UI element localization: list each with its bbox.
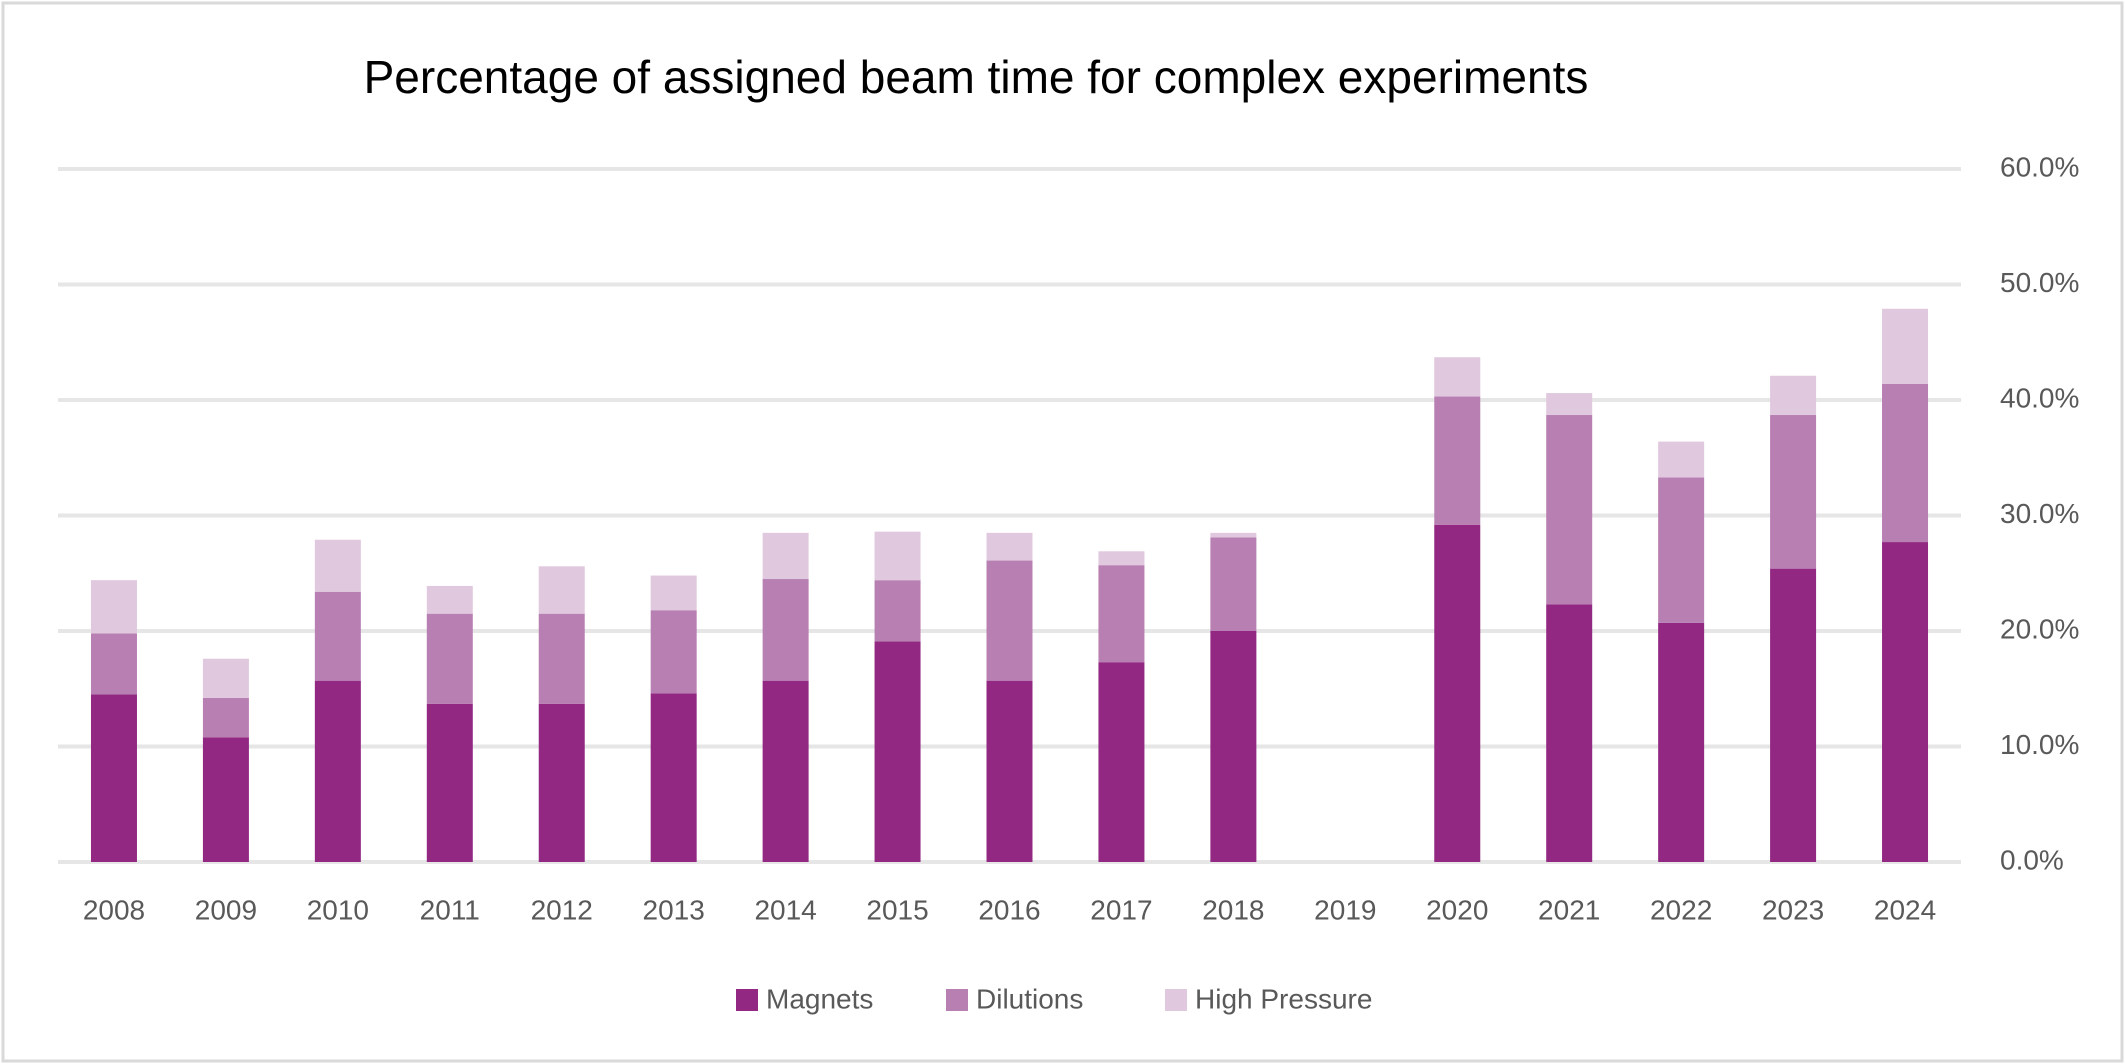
- chart-title: Percentage of assigned beam time for com…: [364, 51, 1589, 103]
- y-tick-label: 60.0%: [2000, 151, 2079, 182]
- x-tick-label: 2009: [195, 894, 257, 925]
- bar-segment: [314, 539, 361, 592]
- bar-segment: [314, 591, 361, 681]
- legend-swatch: [1165, 989, 1187, 1011]
- bar-segment: [90, 694, 137, 862]
- bar-segment: [314, 680, 361, 862]
- bar-segment: [1882, 383, 1929, 543]
- bar-segment: [762, 532, 809, 580]
- bar-segment: [538, 613, 585, 704]
- x-tick-label: 2023: [1762, 894, 1824, 925]
- x-tick-label: 2019: [1314, 894, 1376, 925]
- x-tick-label: 2011: [420, 894, 480, 925]
- y-tick-label: 50.0%: [2000, 267, 2079, 298]
- bar-segment: [538, 566, 585, 614]
- x-tick-label: 2017: [1090, 894, 1152, 925]
- bar-segment: [1770, 375, 1817, 416]
- bar-segment: [1546, 415, 1593, 605]
- legend-swatch: [736, 989, 758, 1011]
- bar-segment: [202, 658, 249, 698]
- bar-segment: [650, 575, 697, 611]
- bar-segment: [1882, 542, 1929, 862]
- x-tick-label: 2022: [1650, 894, 1712, 925]
- bar-segment: [650, 693, 697, 862]
- x-tick-label: 2024: [1874, 894, 1936, 925]
- legend-swatch: [946, 989, 968, 1011]
- y-tick-label: 30.0%: [2000, 498, 2079, 529]
- bar-segment: [538, 703, 585, 862]
- x-tick-label: 2020: [1426, 894, 1488, 925]
- bar-segment: [1658, 622, 1705, 862]
- bar-segment: [202, 697, 249, 738]
- bar-segment: [986, 532, 1033, 561]
- y-tick-label: 40.0%: [2000, 382, 2079, 413]
- bar-segment: [1770, 568, 1817, 862]
- bar-segment: [1434, 524, 1481, 862]
- bar-segment: [1210, 631, 1257, 862]
- bar-segment: [1434, 357, 1481, 397]
- bar-segment: [1546, 393, 1593, 416]
- bar-segment: [874, 531, 921, 581]
- bar-segment: [426, 585, 473, 614]
- x-tick-label: 2016: [978, 894, 1040, 925]
- bar-segment: [1098, 565, 1145, 663]
- x-tick-label: 2018: [1202, 894, 1264, 925]
- bar-segment: [426, 613, 473, 704]
- x-tick-label: 2015: [866, 894, 928, 925]
- bar-segment: [90, 580, 137, 634]
- bar-segment: [650, 610, 697, 694]
- bar-segment: [426, 703, 473, 862]
- bar-segment: [1770, 415, 1817, 569]
- bar-segment: [986, 680, 1033, 862]
- legend-label: High Pressure: [1195, 983, 1372, 1014]
- x-tick-label: 2014: [754, 894, 816, 925]
- bar-segment: [986, 560, 1033, 681]
- bar-segment: [1658, 477, 1705, 623]
- bar-segment: [762, 680, 809, 862]
- x-tick-label: 2012: [531, 894, 593, 925]
- bar-segment: [1882, 308, 1929, 384]
- legend-label: Magnets: [766, 983, 873, 1014]
- y-tick-label: 20.0%: [2000, 613, 2079, 644]
- bar-segment: [202, 737, 249, 862]
- y-tick-label: 0.0%: [2000, 844, 2064, 875]
- x-tick-label: 2013: [643, 894, 705, 925]
- bar-segment: [1434, 396, 1481, 525]
- bar-segment: [762, 579, 809, 681]
- bar-segment: [1098, 551, 1145, 566]
- bar-segment: [90, 633, 137, 695]
- y-tick-label: 10.0%: [2000, 729, 2079, 760]
- bar-segment: [1210, 532, 1257, 538]
- bar-segment: [1210, 537, 1257, 631]
- bar-segment: [1546, 604, 1593, 862]
- bar-segment: [874, 641, 921, 862]
- bar-segment: [874, 580, 921, 642]
- x-tick-label: 2008: [83, 894, 145, 925]
- legend-label: Dilutions: [976, 983, 1083, 1014]
- x-tick-label: 2010: [307, 894, 369, 925]
- bar-segment: [1658, 441, 1705, 478]
- bar-segment: [1098, 662, 1145, 862]
- x-tick-label: 2021: [1538, 894, 1600, 925]
